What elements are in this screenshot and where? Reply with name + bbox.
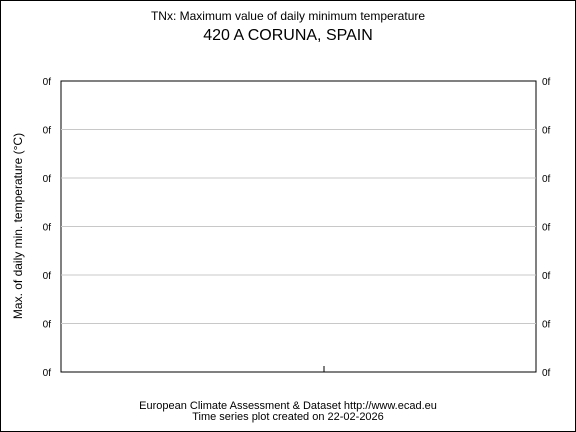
y-axis-label: Max. of daily min. temperature (°C) [11, 132, 25, 320]
y-tick-label-left: 0f [43, 126, 52, 137]
chart-title: TNx: Maximum value of daily minimum temp… [150, 9, 426, 23]
y-tick-label-right: 0f [542, 368, 551, 379]
y-tick-label-right: 0f [542, 126, 551, 137]
left-tick-labels: 0f 0f 0f 0f 0f 0f 0f [43, 77, 52, 379]
y-tick-label-right: 0f [542, 223, 551, 234]
grid-lines [61, 129, 536, 324]
footer-source: European Climate Assessment & Dataset ht… [139, 400, 437, 412]
y-tick-label-right: 0f [542, 174, 551, 185]
footer-created-date: Time series plot created on 22-02-2026 [192, 411, 384, 423]
right-tick-labels: 0f 0f 0f 0f 0f 0f 0f [542, 77, 551, 379]
y-tick-label-right: 0f [542, 77, 551, 88]
y-tick-label-left: 0f [43, 174, 52, 185]
y-tick-label-left: 0f [43, 77, 52, 88]
y-tick-label-left: 0f [43, 368, 52, 379]
chart-subtitle: 420 A CORUNA, SPAIN [203, 27, 373, 44]
y-tick-label-left: 0f [43, 320, 52, 331]
y-tick-label-right: 0f [542, 320, 551, 331]
y-tick-label-left: 0f [43, 223, 52, 234]
y-tick-label-left: 0f [43, 271, 52, 282]
y-tick-label-right: 0f [542, 271, 551, 282]
